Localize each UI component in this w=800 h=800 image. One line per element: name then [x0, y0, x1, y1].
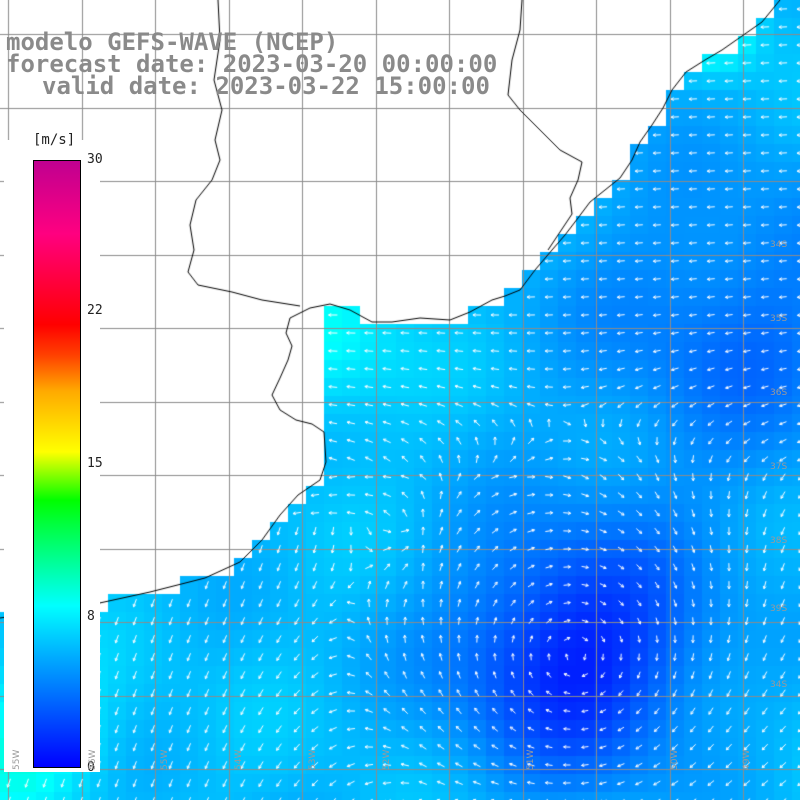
lon-label: 55W	[160, 749, 170, 770]
model-title: modelo GEFS-WAVE (NCEP)	[6, 28, 339, 56]
lat-label: 37S	[770, 462, 788, 472]
valid-date: valid date: 2023-03-22 15:00:00	[42, 72, 490, 100]
forecast-date: forecast date: 2023-03-20 00:00:00	[6, 50, 498, 78]
legend-tick: 22	[87, 303, 103, 318]
lon-label: 49W	[742, 749, 752, 770]
lat-label: 34S	[770, 680, 788, 690]
legend-tick: 0	[87, 760, 95, 775]
lat-label: 36S	[770, 388, 788, 398]
legend-tick: 15	[87, 456, 103, 471]
lat-label: 38S	[770, 536, 788, 546]
lon-label: 52W	[382, 749, 392, 770]
lat-label: 39S	[770, 604, 788, 614]
legend-tick: 8	[87, 609, 95, 624]
lon-label: 56W	[88, 749, 98, 770]
lat-label: 34S	[770, 240, 788, 250]
lon-label: 50W	[670, 749, 680, 770]
lat-label: 35S	[770, 314, 788, 324]
lon-label: 53W	[308, 749, 318, 770]
lon-label: 51W	[526, 749, 536, 770]
legend-units: [m/s]	[33, 132, 76, 148]
lon-label: 54W	[234, 749, 244, 770]
lon-label: 55W	[12, 749, 22, 770]
legend-tick: 30	[87, 152, 103, 167]
colorbar	[33, 160, 81, 768]
